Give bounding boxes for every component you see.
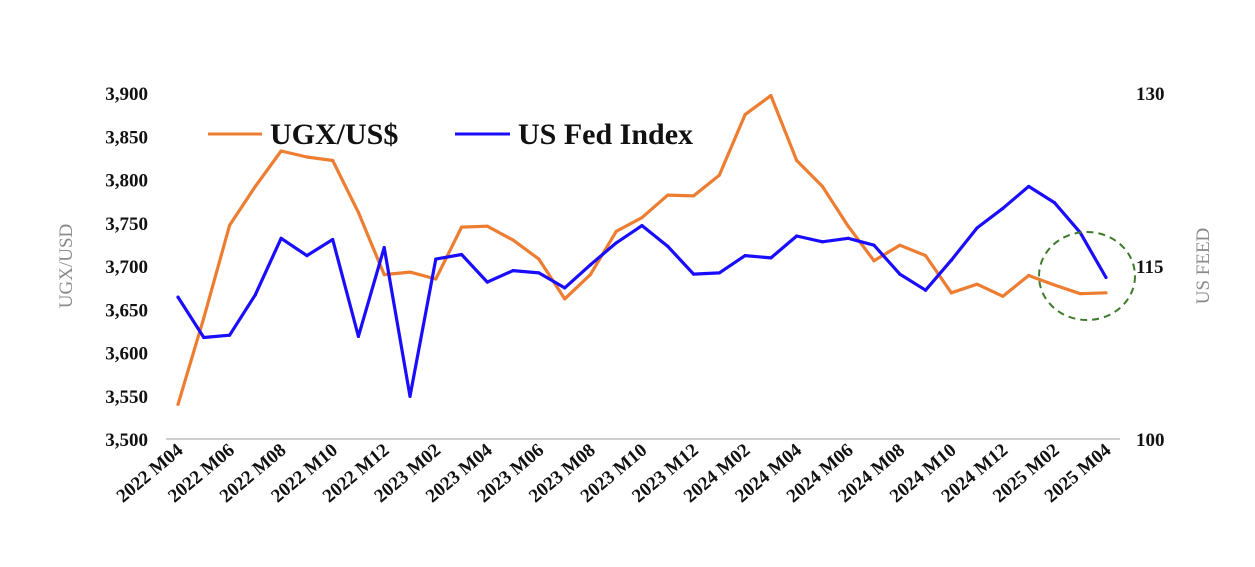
data-point-fed [588,263,593,267]
data-point-ugx [563,297,567,301]
y-left-ticks: 3,500 3,550 3,600 3,650 3,700 3,750 3,800 3,850… [105,84,148,451]
y-left-tick-label: 3,750 [105,214,148,235]
data-point-ugx [1104,291,1108,295]
data-point-fed [408,394,412,398]
data-point-ugx [743,113,747,117]
data-point-ugx [356,210,361,214]
data-point-ugx [434,277,438,281]
data-point-ugx [1078,292,1082,296]
legend: UGX/US$ US Fed Index [208,118,693,151]
data-point-ugx [382,273,386,277]
data-point-fed [1001,206,1005,210]
data-point-fed [923,288,928,292]
series-layer [176,93,1108,406]
data-point-ugx [408,270,412,274]
data-point-fed [279,236,283,240]
data-point-ugx [588,273,593,277]
data-point-fed [227,333,232,337]
data-point-fed [846,236,850,240]
data-point-fed [459,252,464,257]
data-point-fed [898,272,902,276]
data-point-ugx [1001,294,1005,298]
data-point-fed [563,286,567,290]
data-point-ugx [666,193,670,197]
y-right-tick-label: 130 [1136,84,1165,105]
data-point-ugx [331,158,335,163]
data-point-ugx [820,184,825,189]
y-left-tick-label: 3,650 [105,300,148,321]
data-point-fed [614,241,618,245]
data-point-ugx [253,184,257,189]
data-point-fed [769,256,773,260]
y-left-tick-label: 3,700 [105,257,148,278]
data-point-fed [202,335,206,340]
data-point-ugx [640,215,644,220]
data-point-fed [872,243,876,247]
data-point-ugx [279,149,283,153]
data-point-ugx [795,158,799,163]
data-point-fed [1027,184,1031,189]
data-point-fed [305,254,309,258]
data-point-fed [717,271,721,275]
data-point-ugx [949,291,953,295]
y-left-tick-label: 3,500 [105,430,148,451]
y-left-tick-label: 3,800 [105,171,148,192]
y-left-tick-label: 3,900 [105,84,148,105]
data-point-ugx [485,224,489,228]
y-left-tick-label: 3,850 [105,127,148,148]
data-point-ugx [846,224,850,228]
data-point-fed [253,293,257,297]
data-point-ugx [1027,273,1031,278]
data-point-ugx [202,316,206,320]
data-point-ugx [537,257,541,261]
data-point-fed [949,258,953,262]
data-point-fed [434,257,438,261]
data-point-fed [356,334,361,338]
data-point-fed [511,269,515,273]
data-point-ugx [305,155,309,159]
data-point-ugx [872,259,876,263]
legend-label-fed: US Fed Index [518,118,693,151]
data-point-fed [1104,275,1108,280]
y-right-tick-label: 115 [1136,257,1163,278]
data-point-fed [382,245,386,250]
data-point-ugx [898,243,902,247]
y-left-tick-label: 3,600 [105,344,148,365]
data-point-ugx [923,254,928,258]
y-left-tick-label: 3,550 [105,387,148,408]
data-point-fed [666,244,670,248]
y-left-axis-title: UGX/USD [56,224,77,308]
data-point-ugx [459,225,464,229]
data-point-fed [975,226,979,230]
data-point-fed [331,237,335,242]
legend-label-ugx: UGX/US$ [270,118,398,151]
data-point-ugx [227,223,232,227]
y-right-tick-label: 100 [1136,430,1165,451]
annotation-dashed-circle [1038,231,1136,321]
data-point-ugx [691,194,696,198]
data-point-ugx [176,402,180,406]
data-point-fed [795,234,799,238]
data-point-fed [691,272,696,276]
data-point-ugx [614,229,618,233]
data-point-fed [537,271,541,275]
data-point-ugx [769,93,773,98]
data-point-fed [176,295,180,299]
data-point-ugx [511,238,515,242]
data-point-fed [743,254,747,258]
data-point-fed [1052,200,1057,205]
data-point-ugx [1052,283,1057,287]
data-point-fed [485,280,489,284]
data-point-ugx [975,282,979,286]
y-right-ticks: 100 115 130 [1136,84,1165,451]
data-point-ugx [717,173,721,177]
data-point-fed [640,224,644,228]
data-point-fed [820,240,825,244]
y-right-axis-title: US FEED [1193,228,1214,305]
